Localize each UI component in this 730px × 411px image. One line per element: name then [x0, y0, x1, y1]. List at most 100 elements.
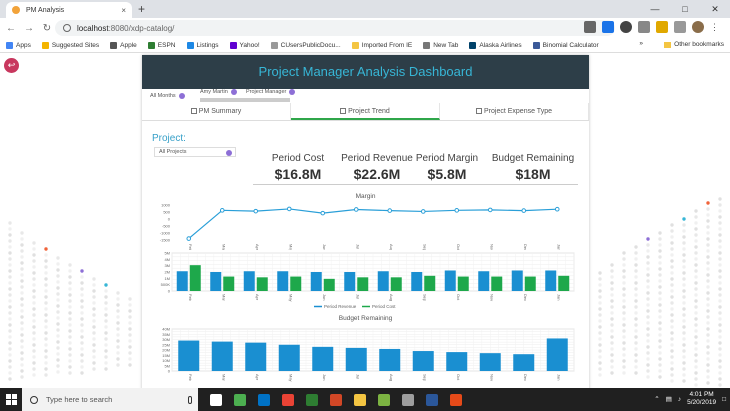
- decor-dot: [646, 357, 650, 361]
- reload-icon[interactable]: ↻: [42, 22, 52, 34]
- decor-dot: [20, 303, 24, 307]
- bookmark-item[interactable]: Apps: [6, 41, 31, 49]
- decor-dot: [622, 347, 626, 351]
- decor-dot: [718, 275, 722, 279]
- minimize-icon[interactable]: —: [650, 4, 660, 14]
- bookmark-item[interactable]: Binomial Calculator: [532, 41, 599, 49]
- decor-dot: [68, 341, 72, 345]
- decor-dot: [634, 287, 638, 291]
- x-tick-label: Jan: [556, 374, 561, 380]
- decor-dot: [670, 331, 674, 335]
- decor-dot: [622, 341, 626, 345]
- decor-dot: [682, 331, 686, 335]
- more-bookmarks-chevron[interactable]: »: [639, 40, 643, 47]
- extension-icon-3[interactable]: [656, 21, 668, 33]
- taskbar-app-app-orange[interactable]: [446, 390, 466, 409]
- taskbar-app-explorer[interactable]: [350, 390, 370, 409]
- taskbar-app-app-grey[interactable]: [398, 390, 418, 409]
- dashboard-tabs: PM Summary Project Trend Project Expense…: [142, 103, 589, 121]
- notifications-icon[interactable]: □: [722, 395, 726, 403]
- back-icon[interactable]: ←: [6, 22, 16, 34]
- tray-chevron-icon[interactable]: ⌃: [654, 396, 660, 403]
- filter-manager[interactable]: Amy Martin: [200, 89, 237, 95]
- bookmark-item[interactable]: Listings: [186, 41, 219, 49]
- decor-dot: [8, 269, 12, 273]
- budget-bar: [412, 351, 434, 371]
- decor-dot: [92, 301, 96, 305]
- decor-dot: [116, 309, 120, 313]
- decor-dot: [8, 299, 12, 303]
- maximize-icon[interactable]: □: [682, 4, 688, 14]
- decor-dot: [68, 329, 72, 333]
- search-icon: [30, 395, 38, 404]
- menu-icon[interactable]: ⋮: [710, 22, 719, 32]
- taskbar-app-chrome[interactable]: [230, 390, 250, 409]
- decor-dot: [694, 359, 698, 363]
- decor-dot: [658, 333, 662, 337]
- info-icon[interactable]: [63, 24, 71, 32]
- kpi-period-margin: Period Margin $5.8M: [402, 153, 492, 185]
- extension-floating-icon[interactable]: ↩: [4, 58, 19, 73]
- margin-point: [353, 207, 359, 212]
- x-tick-label: Jul: [355, 374, 360, 379]
- close-window-icon[interactable]: ✕: [711, 4, 719, 14]
- bookmark-item[interactable]: Alaska Airlines: [469, 41, 522, 49]
- dropdown-icon: [289, 89, 296, 95]
- other-bookmarks[interactable]: Other bookmarks: [664, 41, 724, 48]
- key-icon[interactable]: [584, 21, 596, 33]
- x-tick-label: Dec: [523, 244, 528, 250]
- bookmark-item[interactable]: CUsersPublicDocu...: [270, 41, 341, 49]
- taskbar-search[interactable]: Type here to search: [22, 388, 198, 411]
- extension-icon-2[interactable]: [638, 21, 650, 33]
- taskbar-app-powerpoint[interactable]: [326, 390, 346, 409]
- tab-project-expense-type[interactable]: Project Expense Type: [440, 103, 589, 120]
- decor-dot: [718, 197, 722, 201]
- taskbar-app-chrome-active[interactable]: [278, 390, 298, 409]
- start-button[interactable]: [0, 388, 22, 411]
- star-icon[interactable]: [602, 21, 614, 33]
- profile-avatar[interactable]: [692, 21, 704, 33]
- decor-dot: [634, 251, 638, 255]
- project-select[interactable]: All Projects: [154, 147, 236, 157]
- bookmark-item[interactable]: Imported From IE: [351, 41, 412, 49]
- bookmark-item[interactable]: New Tab: [423, 41, 458, 49]
- revenue-bar: [344, 272, 356, 291]
- filter-role[interactable]: Project Manager: [246, 89, 296, 95]
- url-bar[interactable]: localhost:8080/xdp-catalog/: [55, 20, 615, 36]
- decor-dot: [44, 307, 48, 311]
- decor-dot: [706, 297, 710, 301]
- decor-dot: [80, 329, 84, 333]
- bookmark-item[interactable]: Apple: [110, 41, 137, 49]
- filter-months[interactable]: All Months: [150, 93, 185, 99]
- tab-project-trend[interactable]: Project Trend: [291, 103, 440, 120]
- cost-bar: [524, 276, 536, 291]
- extension-icon[interactable]: [620, 21, 632, 33]
- decor-dot: [128, 351, 132, 355]
- taskbar-app-word[interactable]: [422, 390, 442, 409]
- taskbar-app-task-view[interactable]: [206, 390, 226, 409]
- browser-tab[interactable]: PM Analysis ×: [6, 2, 132, 18]
- extension-icon-4[interactable]: [674, 21, 686, 33]
- close-tab-icon[interactable]: ×: [121, 5, 126, 15]
- microphone-icon[interactable]: [188, 395, 192, 404]
- decor-dot: [646, 291, 650, 295]
- volume-icon[interactable]: ♪: [677, 395, 682, 403]
- filter-scrollbar[interactable]: [200, 98, 290, 102]
- y-tick-label: 0: [168, 369, 171, 374]
- decor-dot: [32, 241, 36, 245]
- x-tick-label: Nov: [489, 244, 494, 250]
- taskbar-app-excel-like[interactable]: [302, 390, 322, 409]
- taskbar-app-outlook[interactable]: [254, 390, 274, 409]
- new-tab-button[interactable]: +: [138, 2, 146, 16]
- tab-pm-summary[interactable]: PM Summary: [142, 103, 291, 120]
- taskbar-app-app-green[interactable]: [374, 390, 394, 409]
- decor-dot: [20, 327, 24, 331]
- bookmark-item[interactable]: Suggested Sites: [41, 41, 99, 49]
- bookmark-item[interactable]: ESPN: [147, 41, 176, 49]
- bookmark-item[interactable]: Yahoo!: [229, 41, 260, 49]
- network-icon[interactable]: ▤: [665, 396, 672, 403]
- decor-dot: [718, 305, 722, 309]
- forward-icon[interactable]: →: [24, 22, 34, 34]
- clock[interactable]: 4:01 PM 5/20/2019: [687, 391, 716, 407]
